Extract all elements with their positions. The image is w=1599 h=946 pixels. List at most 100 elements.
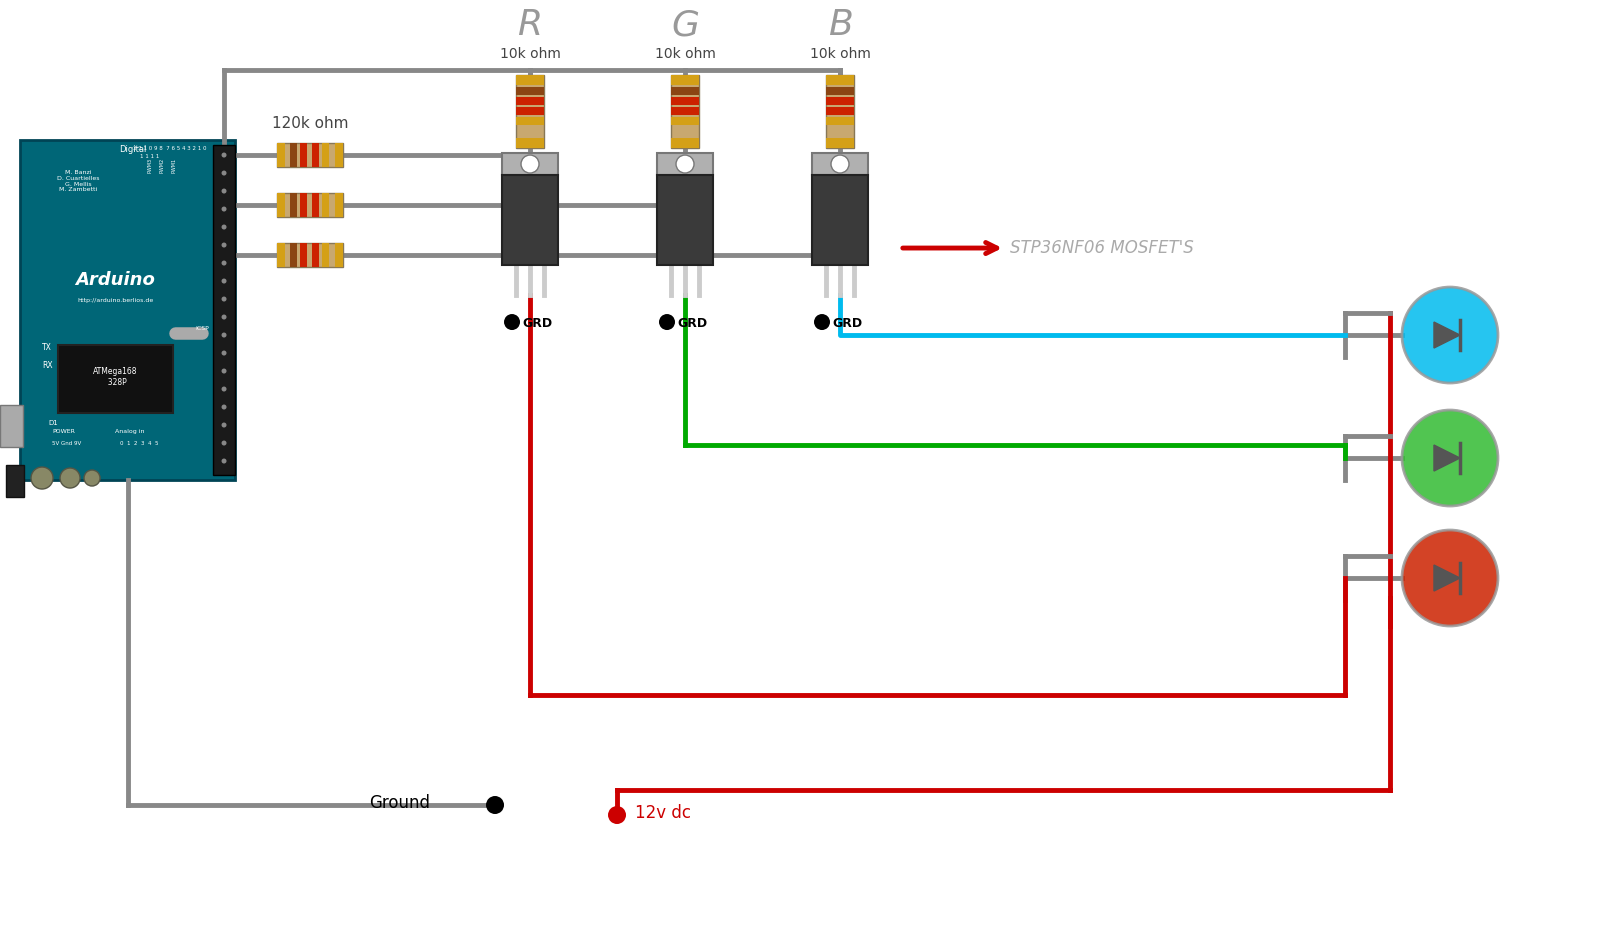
Bar bbox=[301, 143, 307, 167]
Bar bbox=[321, 193, 329, 217]
Bar bbox=[312, 193, 320, 217]
Text: G: G bbox=[672, 9, 699, 42]
Text: Digital: Digital bbox=[118, 145, 146, 154]
Circle shape bbox=[1402, 287, 1498, 383]
Bar bbox=[672, 117, 699, 125]
Bar bbox=[277, 193, 285, 217]
Circle shape bbox=[222, 351, 227, 356]
Bar bbox=[657, 175, 713, 265]
Text: B: B bbox=[828, 9, 852, 42]
Circle shape bbox=[676, 155, 694, 173]
Bar bbox=[672, 138, 699, 148]
Circle shape bbox=[222, 333, 227, 338]
Bar bbox=[502, 153, 558, 175]
Text: 5V Gnd 9V: 5V Gnd 9V bbox=[53, 441, 82, 446]
Bar bbox=[301, 243, 307, 267]
Bar bbox=[6, 465, 24, 497]
Bar bbox=[336, 193, 344, 217]
Text: GRD: GRD bbox=[521, 317, 552, 330]
Circle shape bbox=[222, 459, 227, 464]
Text: ICSP: ICSP bbox=[195, 326, 209, 331]
Bar bbox=[277, 243, 344, 267]
Text: 3 2 1 0 9 8  7 6 5 4 3 2 1 0: 3 2 1 0 9 8 7 6 5 4 3 2 1 0 bbox=[133, 146, 206, 151]
Text: Arduino: Arduino bbox=[75, 272, 155, 289]
Circle shape bbox=[486, 796, 504, 814]
Circle shape bbox=[222, 260, 227, 266]
Circle shape bbox=[222, 423, 227, 428]
Bar bbox=[277, 143, 344, 167]
Bar bbox=[502, 175, 558, 265]
Circle shape bbox=[222, 188, 227, 194]
Text: RX: RX bbox=[42, 361, 53, 370]
Bar bbox=[516, 117, 544, 125]
Text: 10k ohm: 10k ohm bbox=[809, 47, 870, 61]
Bar bbox=[516, 107, 544, 115]
Circle shape bbox=[222, 405, 227, 410]
Bar bbox=[336, 243, 344, 267]
Polygon shape bbox=[1434, 445, 1460, 471]
Circle shape bbox=[222, 152, 227, 158]
Bar bbox=[277, 143, 285, 167]
Circle shape bbox=[222, 278, 227, 284]
Text: PWM2: PWM2 bbox=[160, 158, 165, 173]
Bar bbox=[312, 143, 320, 167]
Bar bbox=[827, 138, 854, 148]
Text: TX: TX bbox=[42, 343, 51, 352]
Circle shape bbox=[30, 467, 53, 489]
Bar bbox=[516, 87, 544, 95]
Circle shape bbox=[222, 441, 227, 446]
Bar bbox=[336, 143, 344, 167]
Bar bbox=[827, 87, 854, 95]
Bar bbox=[516, 97, 544, 105]
Circle shape bbox=[608, 806, 627, 824]
Text: PWM3: PWM3 bbox=[147, 158, 152, 173]
Circle shape bbox=[1402, 410, 1498, 506]
Text: M. Banzi
D. Cuartielles
G. Mellis
M. Zambetti: M. Banzi D. Cuartielles G. Mellis M. Zam… bbox=[58, 170, 99, 192]
Circle shape bbox=[504, 314, 520, 330]
Text: 10k ohm: 10k ohm bbox=[499, 47, 561, 61]
Text: 0  1  2  3  4  5: 0 1 2 3 4 5 bbox=[120, 441, 158, 446]
Bar bbox=[321, 143, 329, 167]
Circle shape bbox=[222, 224, 227, 230]
Bar bbox=[672, 87, 699, 95]
Bar bbox=[672, 97, 699, 105]
Text: 1 1 1 1: 1 1 1 1 bbox=[141, 154, 160, 159]
Circle shape bbox=[222, 242, 227, 248]
Bar bbox=[672, 107, 699, 115]
Text: Analog in: Analog in bbox=[115, 429, 144, 434]
Text: PWM1: PWM1 bbox=[171, 158, 176, 173]
Text: 120k ohm: 120k ohm bbox=[272, 116, 349, 131]
Circle shape bbox=[85, 470, 101, 486]
Bar bbox=[672, 75, 699, 148]
Text: STP36NF06 MOSFET'S: STP36NF06 MOSFET'S bbox=[1011, 239, 1194, 257]
Circle shape bbox=[1402, 530, 1498, 626]
Circle shape bbox=[222, 387, 227, 392]
Text: D1: D1 bbox=[48, 420, 58, 426]
Bar bbox=[827, 75, 854, 85]
Circle shape bbox=[659, 314, 675, 330]
Bar bbox=[827, 107, 854, 115]
Circle shape bbox=[222, 314, 227, 320]
Bar bbox=[812, 175, 868, 265]
Bar bbox=[312, 243, 320, 267]
Bar bbox=[289, 193, 297, 217]
Bar bbox=[827, 75, 854, 148]
Text: POWER: POWER bbox=[53, 429, 75, 434]
Circle shape bbox=[521, 155, 539, 173]
Bar bbox=[827, 97, 854, 105]
Text: 12v dc: 12v dc bbox=[635, 804, 691, 822]
Bar bbox=[0, 405, 22, 447]
Bar bbox=[516, 138, 544, 148]
Bar bbox=[289, 143, 297, 167]
Circle shape bbox=[222, 206, 227, 212]
Circle shape bbox=[814, 314, 830, 330]
Bar bbox=[277, 243, 285, 267]
Text: GRD: GRD bbox=[676, 317, 707, 330]
Circle shape bbox=[61, 468, 80, 488]
Bar bbox=[321, 243, 329, 267]
Bar bbox=[58, 345, 173, 413]
Bar bbox=[301, 193, 307, 217]
Bar bbox=[213, 145, 235, 475]
Polygon shape bbox=[1434, 565, 1460, 591]
Bar bbox=[657, 153, 713, 175]
